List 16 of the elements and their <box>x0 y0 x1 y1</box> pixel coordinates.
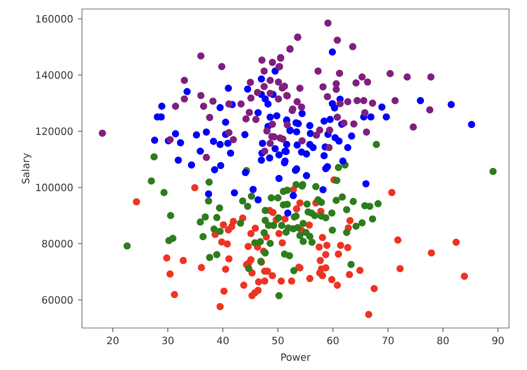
x-tick-label: 40 <box>216 336 229 344</box>
x-tick-label: 90 <box>492 336 504 344</box>
y-tick-label: 160000 <box>36 15 73 23</box>
x-axis-title: Power <box>281 353 311 361</box>
y-tick-label: 100000 <box>36 184 73 192</box>
x-tick-label: 70 <box>382 336 394 344</box>
x-tick-label: 50 <box>272 336 284 344</box>
y-tick-label: 80000 <box>42 240 73 248</box>
x-tick-label: 20 <box>107 336 119 344</box>
x-tick-label: 30 <box>162 336 174 344</box>
y-tick-label: 60000 <box>42 296 73 304</box>
x-tick-label: 80 <box>437 336 449 344</box>
y-tick-label: 120000 <box>36 127 73 136</box>
y-tick-label: 140000 <box>36 71 73 79</box>
y-axis-title: Salary <box>22 153 32 184</box>
x-tick-label: 60 <box>327 336 339 344</box>
